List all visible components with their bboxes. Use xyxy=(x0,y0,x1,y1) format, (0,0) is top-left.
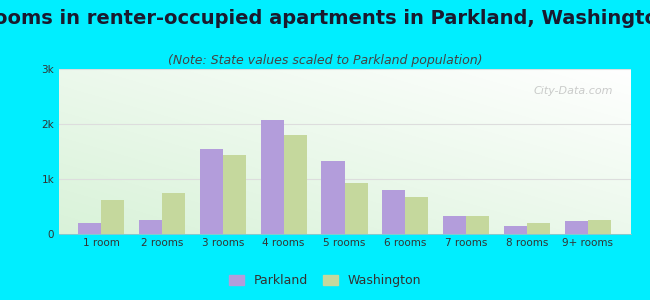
Bar xyxy=(200,149,223,234)
Text: (Note: State values scaled to Parkland population): (Note: State values scaled to Parkland p… xyxy=(168,54,482,67)
Bar xyxy=(466,216,489,234)
Bar xyxy=(588,220,611,234)
Legend: Parkland, Washington: Parkland, Washington xyxy=(225,270,425,291)
Text: Rooms in renter-occupied apartments in Parkland, Washington: Rooms in renter-occupied apartments in P… xyxy=(0,9,650,28)
Bar xyxy=(527,223,550,234)
Bar xyxy=(261,120,283,234)
Bar xyxy=(283,135,307,234)
Bar xyxy=(565,221,588,234)
Text: City-Data.com: City-Data.com xyxy=(534,85,614,95)
Bar xyxy=(162,193,185,234)
Bar xyxy=(78,223,101,234)
Bar xyxy=(344,183,368,234)
Bar xyxy=(406,196,428,234)
Bar xyxy=(443,216,466,234)
Bar xyxy=(321,161,345,234)
Bar xyxy=(504,226,527,234)
Bar xyxy=(223,155,246,234)
Bar xyxy=(139,220,162,234)
Bar xyxy=(382,190,406,234)
Bar xyxy=(101,200,124,234)
